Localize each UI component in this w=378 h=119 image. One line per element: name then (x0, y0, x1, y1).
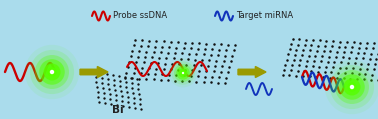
Circle shape (182, 72, 184, 74)
Circle shape (335, 70, 369, 104)
Circle shape (325, 60, 378, 114)
Circle shape (43, 64, 60, 80)
Circle shape (169, 59, 197, 87)
Text: Probe ssDNA: Probe ssDNA (113, 12, 167, 20)
Circle shape (350, 85, 354, 89)
FancyArrow shape (80, 67, 108, 77)
Circle shape (178, 69, 187, 77)
Circle shape (171, 61, 195, 85)
Circle shape (30, 50, 74, 94)
Text: Target miRNA: Target miRNA (236, 12, 293, 20)
Circle shape (339, 74, 365, 100)
Circle shape (35, 55, 69, 89)
Circle shape (174, 64, 192, 82)
Circle shape (180, 70, 186, 76)
Text: Bi: Bi (112, 105, 124, 115)
Circle shape (39, 59, 65, 85)
Circle shape (330, 65, 374, 109)
FancyArrow shape (238, 67, 266, 77)
Circle shape (50, 70, 54, 74)
Circle shape (47, 67, 57, 77)
Circle shape (347, 82, 357, 92)
Circle shape (176, 66, 190, 80)
Circle shape (25, 45, 79, 99)
Circle shape (344, 79, 361, 96)
